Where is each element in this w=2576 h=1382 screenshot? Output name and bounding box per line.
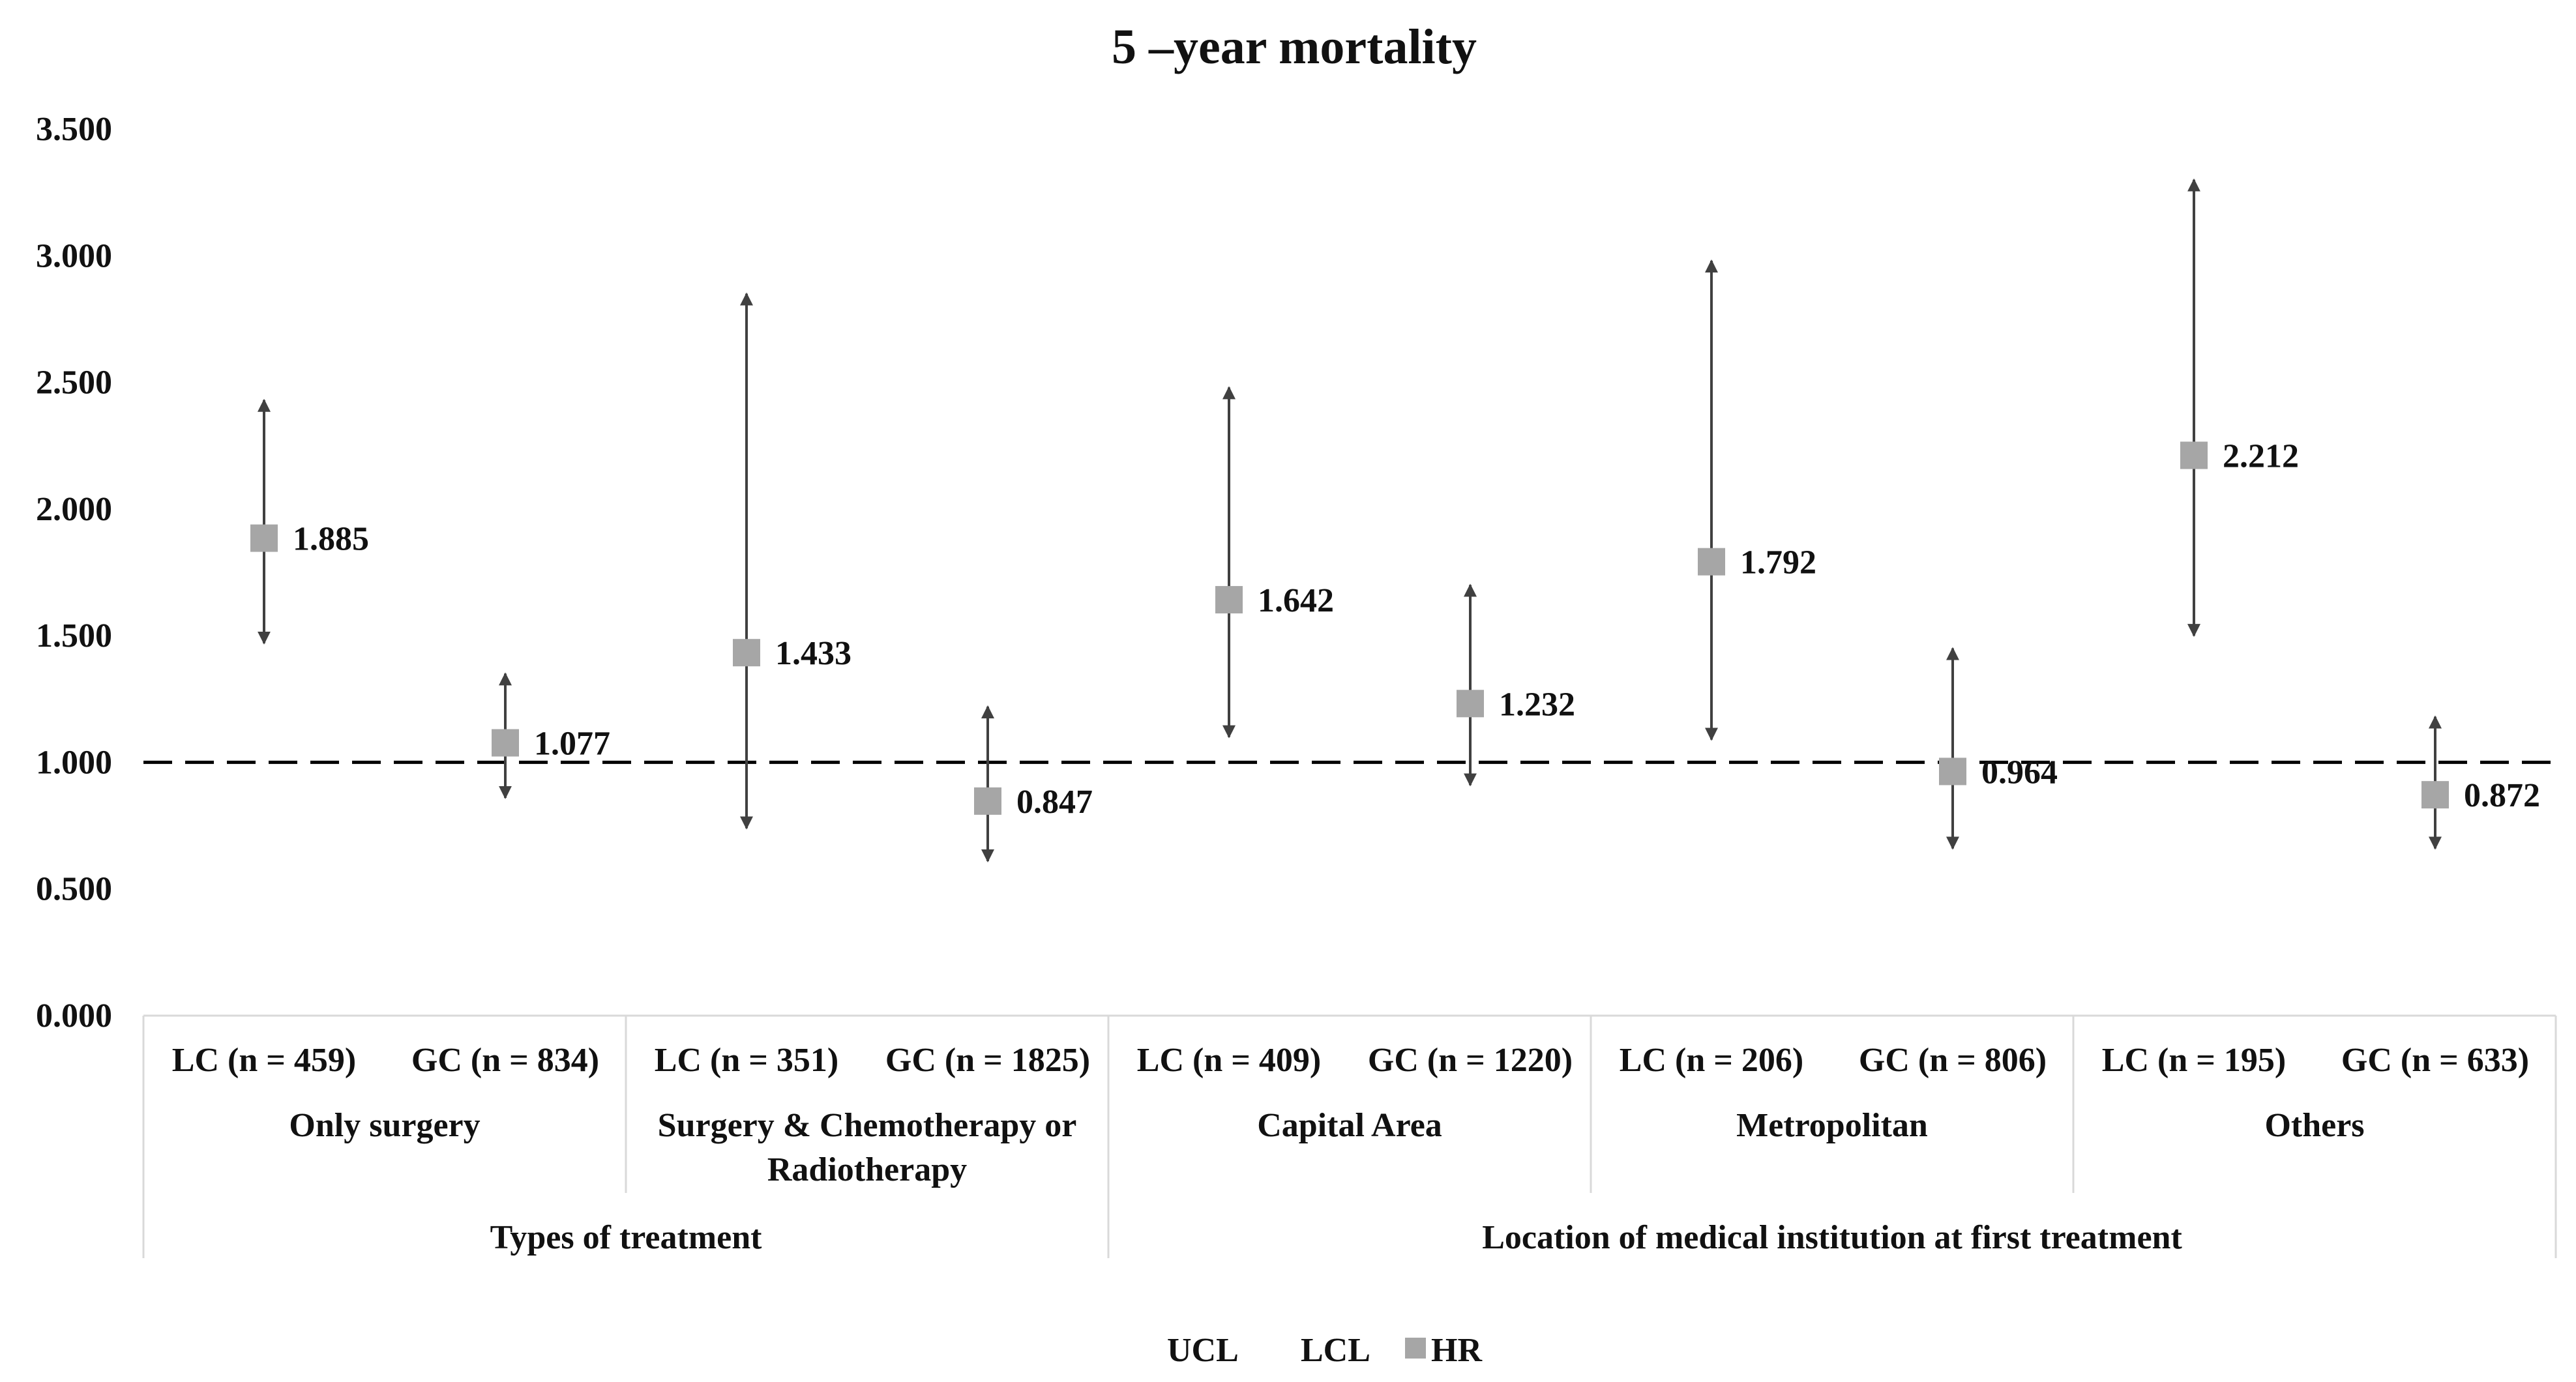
hr-marker bbox=[2180, 441, 2208, 469]
category-label: LC (n = 409) bbox=[1137, 1042, 1321, 1079]
category-label: LC (n = 206) bbox=[1620, 1042, 1803, 1079]
y-tick-label: 1.000 bbox=[36, 744, 112, 781]
y-tick-label: 3.500 bbox=[36, 111, 112, 148]
hr-data-label: 1.077 bbox=[534, 726, 610, 763]
y-tick-label: 0.500 bbox=[36, 871, 112, 908]
hr-data-label: 0.847 bbox=[1016, 784, 1093, 821]
hr-data-label: 0.872 bbox=[2464, 777, 2540, 814]
group-label: Surgery & Chemotherapy or bbox=[658, 1107, 1077, 1144]
group-label: Radiotherapy bbox=[767, 1151, 967, 1188]
hr-marker bbox=[250, 524, 278, 552]
category-label: GC (n = 806) bbox=[1859, 1042, 2047, 1079]
hr-marker bbox=[974, 787, 1001, 815]
legend: UCL LCL HR bbox=[1167, 1332, 1483, 1369]
category-label: GC (n = 633) bbox=[2341, 1042, 2529, 1079]
y-tick-label: 1.500 bbox=[36, 617, 112, 654]
hr-marker bbox=[1698, 548, 1725, 576]
supergroup-label: Types of treatment bbox=[490, 1219, 763, 1256]
hr-marker bbox=[492, 729, 519, 757]
y-tick-label: 3.000 bbox=[36, 237, 112, 274]
hr-data-label: 1.642 bbox=[1258, 582, 1334, 619]
hr-marker bbox=[2421, 781, 2449, 809]
x-axis: LC (n = 459) GC (n = 834) LC (n = 351) GC (… bbox=[142, 1014, 2557, 1258]
y-tick-label: 2.000 bbox=[36, 491, 112, 528]
hr-marker bbox=[1939, 757, 1966, 786]
group-label: Metropolitan bbox=[1736, 1107, 1928, 1144]
group-label: Capital Area bbox=[1257, 1107, 1442, 1144]
hr-marker bbox=[733, 639, 760, 667]
category-label: GC (n = 1825) bbox=[885, 1042, 1090, 1079]
group-label: Others bbox=[2264, 1107, 2364, 1144]
hr-data-label: 0.964 bbox=[1981, 754, 2058, 791]
y-tick-label: 2.500 bbox=[36, 364, 112, 402]
hr-data-label: 1.232 bbox=[1499, 686, 1575, 723]
hr-marker bbox=[1215, 585, 1243, 613]
chart-title: 5 –year mortality bbox=[1112, 20, 1477, 74]
y-tick-label: 0.000 bbox=[36, 997, 112, 1035]
legend-hr: HR bbox=[1431, 1332, 1483, 1369]
category-label: GC (n = 834) bbox=[411, 1042, 599, 1079]
y-axis: 0.000 0.500 1.000 1.500 2.000 2.500 3.000 3.500 bbox=[36, 111, 112, 1035]
category-label: LC (n = 195) bbox=[2102, 1042, 2286, 1079]
category-label: LC (n = 459) bbox=[172, 1042, 356, 1079]
category-label: LC (n = 351) bbox=[655, 1042, 838, 1079]
legend-lcl: LCL bbox=[1301, 1332, 1370, 1369]
category-label: GC (n = 1220) bbox=[1368, 1042, 1573, 1079]
legend-hr-swatch bbox=[1405, 1338, 1426, 1359]
hr-data-label: 1.792 bbox=[1740, 544, 1816, 581]
legend-ucl: UCL bbox=[1167, 1332, 1239, 1369]
hr-data-label: 2.212 bbox=[2223, 437, 2299, 475]
hr-marker bbox=[1457, 690, 1484, 718]
data-points: 1.885 1.077 1.433 0.847 1.642 1.232 1.792 0.964… bbox=[250, 178, 2540, 862]
supergroup-label: Location of medical institution at first… bbox=[1482, 1219, 2182, 1256]
group-label: Only surgery bbox=[289, 1107, 480, 1144]
hr-data-label: 1.433 bbox=[775, 635, 851, 672]
hr-data-label: 1.885 bbox=[293, 521, 369, 558]
